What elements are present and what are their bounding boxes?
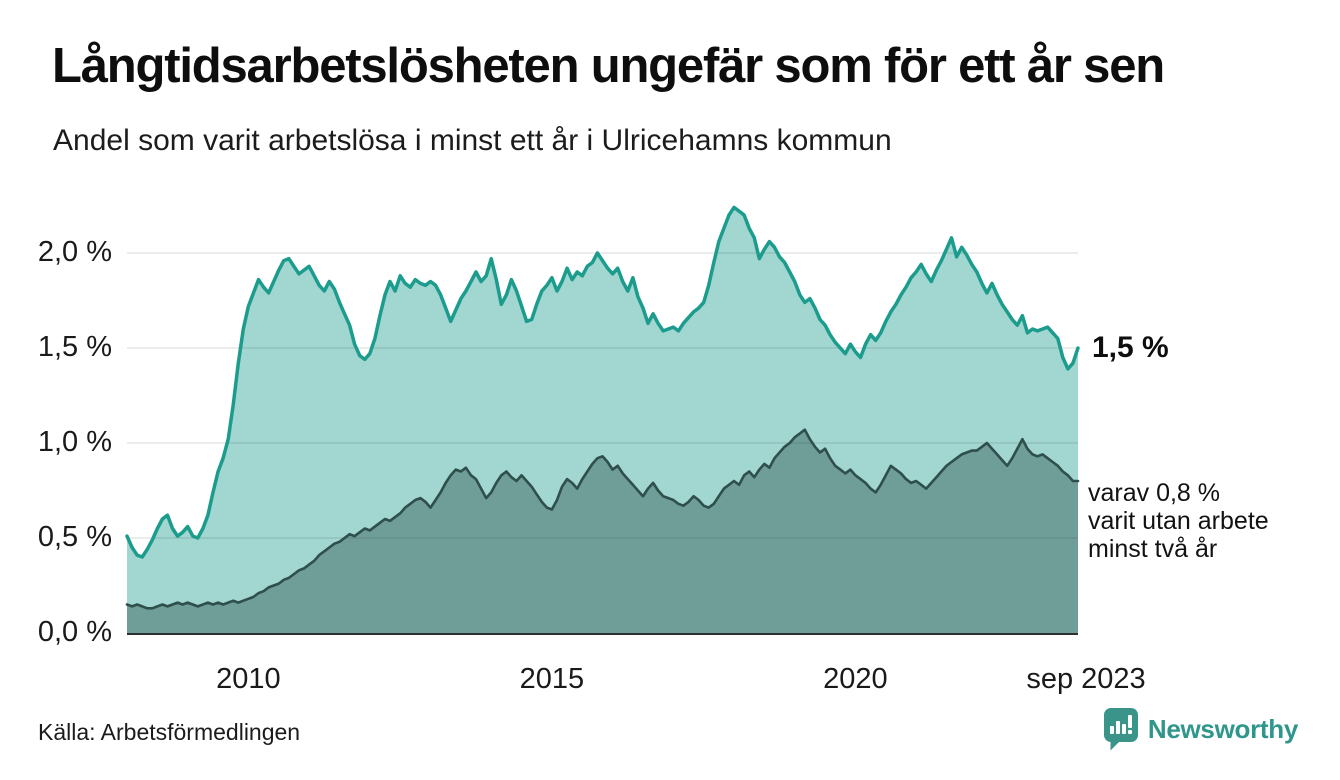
secondary-series-annotation: varav 0,8 % varit utan arbete minst två …: [1088, 479, 1269, 563]
page-title: Långtidsarbetslösheten ungefär som för e…: [52, 39, 1165, 93]
newsworthy-logo-icon: [1103, 708, 1138, 751]
x-axis-label: 2010: [216, 663, 281, 695]
gridlines: [127, 252, 1078, 539]
annotation-line: varav 0,8 %: [1088, 479, 1221, 507]
x-axis-label: sep 2023: [1026, 663, 1146, 695]
line-unemployed-2yr: [125, 428, 1080, 610]
latest-value-label: 1,5 %: [1092, 331, 1169, 364]
page-subtitle: Andel som varit arbetslösa i minst ett å…: [53, 124, 892, 157]
newsworthy-logo-text: Newsworthy: [1147, 713, 1298, 744]
y-axis-label: 0,0 %: [37, 616, 112, 648]
x-axis-label: 2015: [519, 663, 585, 695]
y-axis-label: 0,5 %: [37, 521, 112, 553]
source-note: Källa: Arbetsförmedlingen: [38, 719, 301, 745]
annotation-line: varit utan arbete: [1088, 507, 1269, 535]
annotation-line: minst två år: [1088, 535, 1218, 563]
area-unemployed-2yr: [127, 429, 1078, 633]
y-axis-label: 1,0 %: [37, 426, 112, 458]
line-unemployed-1yr: [125, 205, 1080, 559]
y-axis-label: 1,5 %: [37, 331, 112, 363]
newsworthy-logo: Newsworthy: [1103, 706, 1298, 752]
x-axis-label: 2020: [823, 663, 888, 695]
y-axis-label: 2,0 %: [37, 236, 112, 268]
